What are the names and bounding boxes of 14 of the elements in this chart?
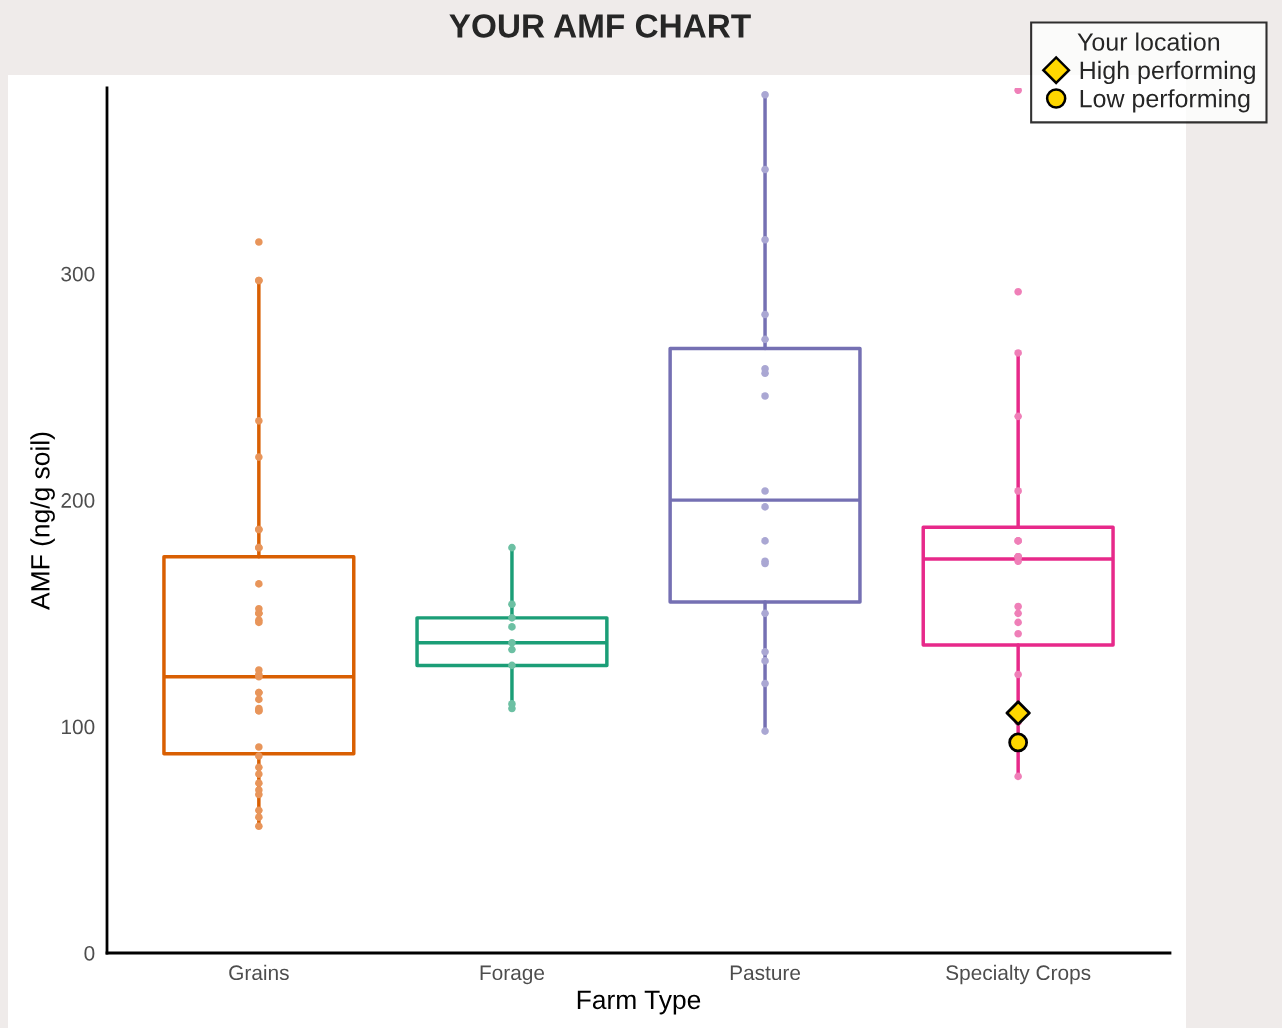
y-tick-label: 200 — [61, 493, 95, 508]
chart-title: YOUR AMF CHART — [449, 14, 751, 38]
x-tick-label: Specialty Crops — [946, 964, 1091, 985]
x-tick-label: Grains — [229, 964, 289, 981]
legend-label: High performing — [1080, 60, 1255, 85]
x-axis-title: Farm Type — [577, 990, 701, 1015]
y-tick-label: 0 — [84, 946, 95, 961]
x-tick-label: Forage — [480, 965, 545, 985]
x-tick-label: Pasture — [730, 965, 801, 981]
y-axis-title: AMF (ng/g soil) — [30, 432, 55, 610]
y-tick-label: 100 — [62, 719, 95, 735]
legend-label: Low performing — [1080, 89, 1250, 113]
y-tick-label: 300 — [61, 266, 95, 282]
legend-title: Your location — [1077, 32, 1220, 51]
